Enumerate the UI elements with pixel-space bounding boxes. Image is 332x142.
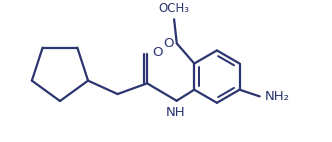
Text: NH₂: NH₂	[265, 90, 290, 103]
Text: O: O	[164, 37, 174, 50]
Text: OCH₃: OCH₃	[159, 2, 190, 15]
Text: NH: NH	[165, 106, 185, 119]
Text: O: O	[152, 46, 162, 59]
